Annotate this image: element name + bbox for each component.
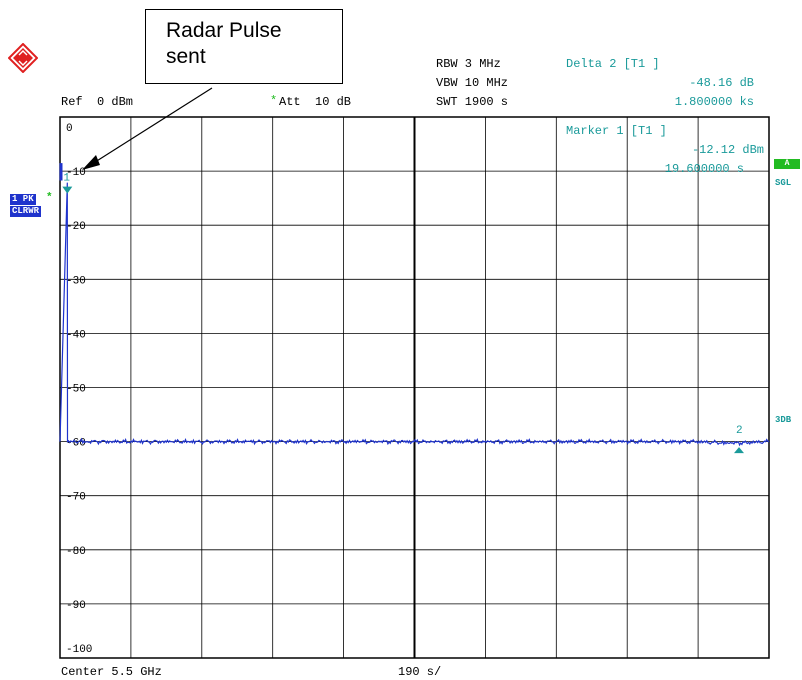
delta-marker-time: 1.800000 ks	[674, 95, 754, 109]
time-per-division-label: 190 s/	[398, 665, 442, 679]
att-coupled-star: *	[270, 94, 278, 108]
trace-1-line	[59, 182, 770, 447]
three-db-label: 3DB	[775, 415, 792, 425]
vbw-label: VBW 10 MHz	[436, 76, 509, 90]
y-tick-label: -80	[66, 546, 86, 558]
ref-level-label: Ref 0 dBm	[61, 95, 134, 109]
trace-mode-tag: CLRWR	[10, 206, 42, 217]
y-tick-label: -100	[66, 644, 92, 656]
marker-1-title: Marker 1 [T1 ]	[566, 124, 667, 138]
trace-detector-tag: 1 PK	[10, 194, 36, 205]
y-tick-label: -40	[66, 329, 86, 341]
rbw-label: RBW 3 MHz	[436, 57, 501, 71]
delta-marker-level: -48.16 dB	[689, 76, 754, 90]
swt-label: SWT 1900 s	[436, 95, 509, 109]
marker-2-symbol	[733, 447, 744, 454]
y-tick-label: -20	[66, 221, 86, 233]
chart-grid	[59, 116, 770, 659]
center-frequency-label: Center 5.5 GHz	[61, 665, 162, 679]
y-tick-labels: 0-10-20-30-40-50-60-70-80-90-100	[66, 123, 92, 656]
screen-a-tag: A	[774, 159, 800, 169]
trace-star: *	[46, 192, 53, 204]
trace-1	[59, 163, 770, 447]
attenuation-label: Att 10 dB	[279, 95, 352, 109]
y-tick-label: -50	[66, 384, 86, 396]
sgl-label: SGL	[775, 178, 792, 188]
delta-marker-title: Delta 2 [T1 ]	[566, 57, 660, 71]
callout-arrowhead	[82, 155, 100, 170]
y-tick-label: -70	[66, 492, 86, 504]
markers: 12	[62, 173, 744, 454]
callout-line-2: sent	[166, 45, 206, 68]
marker-2-label: 2	[736, 425, 743, 437]
y-tick-label: 0	[66, 123, 73, 135]
marker-1-label: 1	[63, 173, 70, 185]
radar-pulse-callout: Radar Pulse sent	[145, 9, 343, 84]
marker-1-symbol	[62, 186, 73, 194]
marker-1-level: -12.12 dBm	[691, 143, 764, 157]
rohde-schwarz-logo	[8, 43, 38, 73]
callout-arrow	[82, 87, 213, 170]
y-tick-label: -30	[66, 275, 86, 287]
callout-line-1: Radar Pulse	[166, 19, 282, 42]
marker-1-time: 19.600000 s	[664, 162, 744, 176]
y-tick-label: -10	[66, 167, 86, 179]
y-tick-label: -90	[66, 600, 86, 612]
callout-arrow-line	[91, 87, 213, 165]
